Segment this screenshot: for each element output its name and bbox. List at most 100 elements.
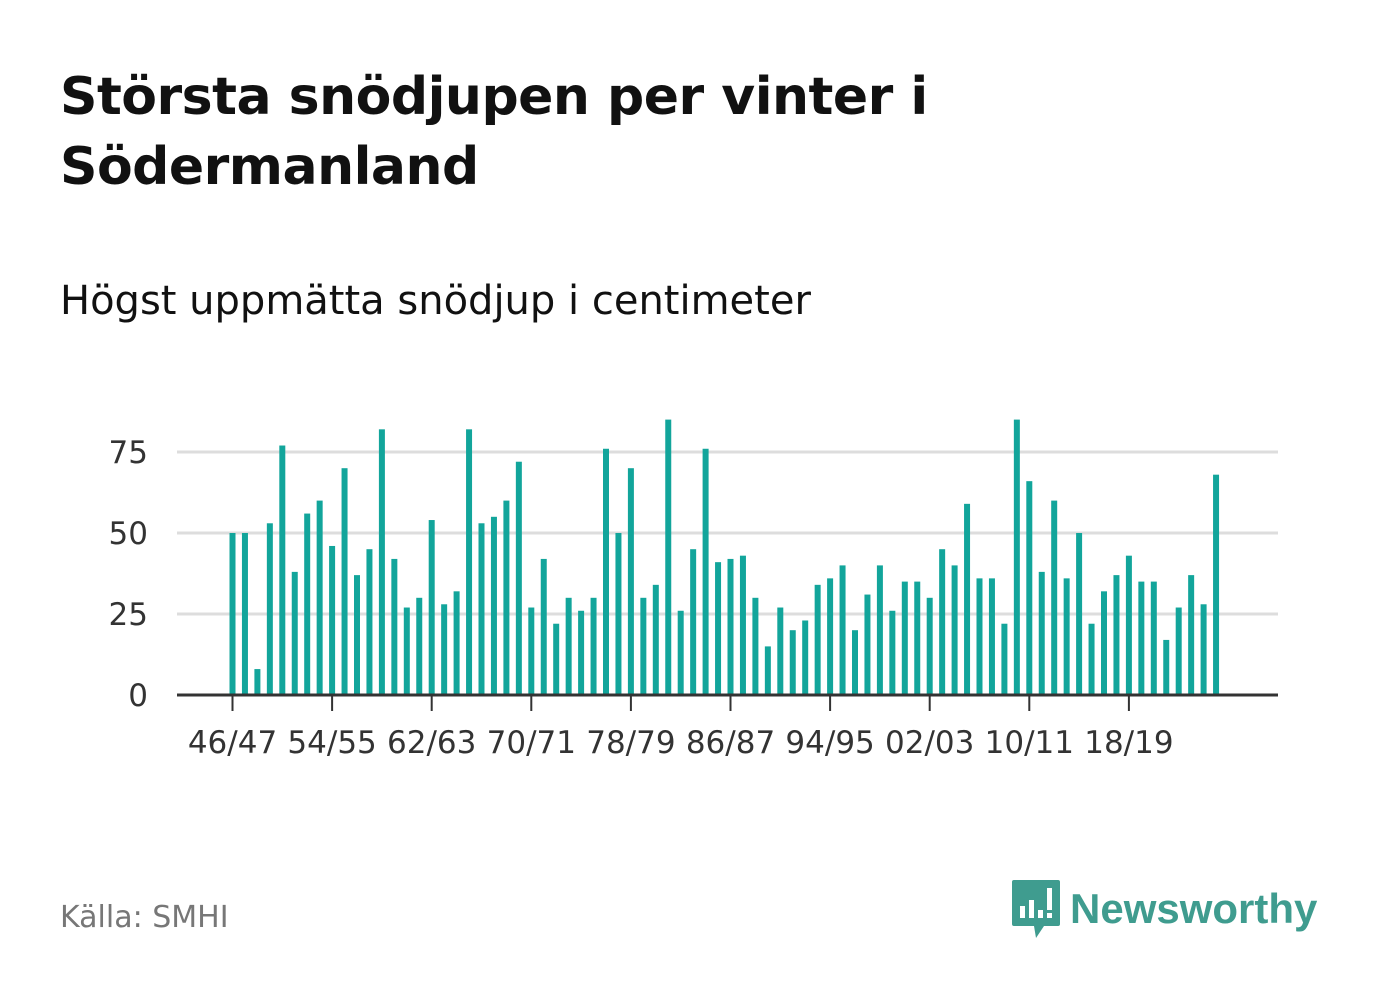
bar bbox=[1013, 419, 1020, 695]
x-tick-label: 46/47 bbox=[188, 725, 277, 761]
y-tick-label: 0 bbox=[128, 678, 148, 714]
bar bbox=[254, 669, 261, 695]
bar bbox=[727, 558, 734, 695]
bar bbox=[814, 584, 821, 695]
bar bbox=[752, 597, 759, 695]
x-tick-label: 86/87 bbox=[686, 725, 775, 761]
x-tick-label: 10/11 bbox=[985, 725, 1074, 761]
x-tick-label: 54/55 bbox=[287, 725, 376, 761]
bar bbox=[366, 549, 373, 695]
bar bbox=[341, 468, 348, 695]
bar bbox=[478, 523, 485, 695]
bar bbox=[304, 513, 311, 695]
bar bbox=[1213, 474, 1220, 695]
bar bbox=[453, 591, 460, 695]
bar bbox=[627, 468, 634, 695]
bar bbox=[976, 578, 983, 695]
bar bbox=[677, 610, 684, 695]
brand-name: Newsworthy bbox=[1070, 885, 1318, 932]
y-tick-label: 75 bbox=[109, 435, 148, 471]
bar bbox=[1200, 604, 1207, 695]
bar bbox=[988, 578, 995, 695]
x-tick-label: 94/95 bbox=[785, 725, 874, 761]
bar bbox=[914, 581, 921, 695]
bar bbox=[490, 516, 497, 695]
bar bbox=[802, 620, 809, 695]
x-tick-label: 02/03 bbox=[885, 725, 974, 761]
bar bbox=[279, 445, 286, 695]
bar bbox=[266, 523, 273, 695]
x-tick-label: 62/63 bbox=[387, 725, 476, 761]
bar bbox=[777, 607, 784, 695]
bar bbox=[1088, 623, 1095, 695]
bar bbox=[590, 597, 597, 695]
bar bbox=[553, 623, 560, 695]
bar bbox=[1026, 481, 1033, 695]
bar bbox=[1076, 533, 1083, 695]
bar bbox=[1113, 575, 1120, 695]
bar bbox=[789, 630, 796, 695]
chart-title: Största snödjupen per vinter i Södermanl… bbox=[60, 67, 928, 197]
newsworthy-logo: Newsworthy bbox=[1010, 878, 1317, 940]
bar bbox=[964, 503, 971, 695]
bar bbox=[1125, 555, 1132, 695]
bar bbox=[864, 594, 871, 695]
x-tick-label: 78/79 bbox=[586, 725, 675, 761]
bar bbox=[291, 571, 298, 695]
bar bbox=[926, 597, 933, 695]
bar bbox=[603, 448, 609, 695]
bar bbox=[665, 419, 672, 695]
bar bbox=[640, 597, 647, 695]
bar bbox=[1188, 575, 1195, 695]
bar bbox=[1175, 607, 1182, 695]
x-tick-label: 70/71 bbox=[487, 725, 576, 761]
bar-chart: 0 25 50 75 46/47 54/55 62/63 70/71 78/79 86/87 94/… bbox=[109, 419, 1278, 761]
bar bbox=[1150, 581, 1157, 695]
bar bbox=[378, 429, 385, 695]
bar bbox=[1138, 581, 1145, 695]
bar bbox=[416, 597, 423, 695]
bar bbox=[1063, 578, 1070, 695]
bar bbox=[229, 533, 236, 695]
source-label: Källa: SMHI bbox=[60, 900, 229, 935]
bar bbox=[528, 607, 535, 695]
bar bbox=[939, 549, 946, 695]
bar bbox=[1001, 623, 1008, 695]
bar bbox=[951, 565, 958, 695]
bar bbox=[852, 630, 858, 695]
bar bbox=[241, 533, 248, 695]
bar bbox=[1101, 591, 1107, 695]
bar bbox=[428, 520, 435, 695]
bar-chart-speech-bubble-icon bbox=[1012, 880, 1060, 938]
bar bbox=[702, 448, 709, 695]
bar bbox=[1051, 500, 1058, 695]
bar bbox=[764, 646, 771, 695]
bar bbox=[503, 500, 510, 695]
chart-subtitle: Högst uppmätta snödjup i centimeter bbox=[60, 278, 811, 324]
bar bbox=[329, 545, 336, 695]
x-tick-label: 18/19 bbox=[1084, 725, 1173, 761]
bar bbox=[441, 604, 448, 695]
bar bbox=[403, 607, 410, 695]
bar bbox=[615, 533, 622, 695]
bar bbox=[715, 562, 722, 695]
y-tick-label: 25 bbox=[109, 597, 148, 633]
bar bbox=[1163, 639, 1170, 695]
y-tick-label: 50 bbox=[109, 516, 148, 552]
bar bbox=[690, 549, 697, 695]
bar bbox=[466, 429, 473, 695]
bar bbox=[739, 555, 746, 695]
bar bbox=[839, 565, 846, 695]
bar bbox=[565, 597, 572, 695]
bar bbox=[578, 610, 585, 695]
bar bbox=[876, 565, 883, 695]
bar bbox=[391, 558, 398, 695]
bar bbox=[889, 610, 896, 695]
bar bbox=[1038, 571, 1045, 695]
bar bbox=[316, 500, 323, 695]
bar bbox=[901, 581, 908, 695]
bar bbox=[827, 578, 834, 695]
bar bbox=[652, 584, 659, 695]
bar bbox=[540, 558, 547, 695]
bar bbox=[515, 461, 522, 695]
